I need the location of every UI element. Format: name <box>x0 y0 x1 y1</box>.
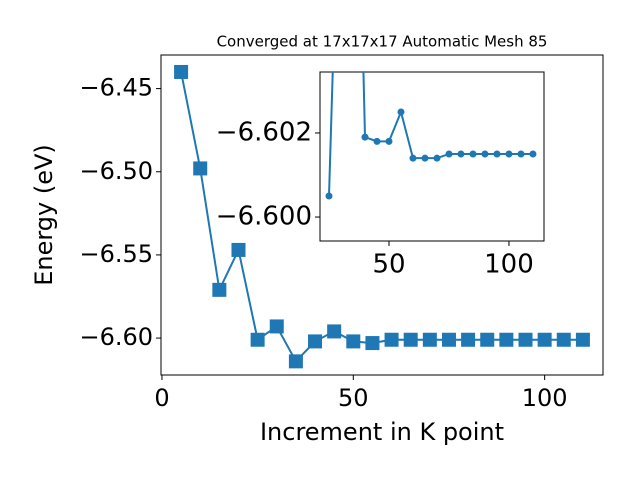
data-point <box>556 332 571 347</box>
x-tick-label: 50 <box>338 384 369 412</box>
data-point <box>193 161 208 176</box>
y-tick-label: −6.55 <box>79 240 153 268</box>
y-tick-label: −6.50 <box>79 157 153 185</box>
y-tick-label: −6.602 <box>216 117 312 147</box>
x-axis-label: Increment in K point <box>260 418 504 446</box>
data-point <box>499 332 514 347</box>
y-tick-label: −6.60 <box>79 323 153 351</box>
y-axis-label: Energy (eV) <box>30 144 58 286</box>
data-point <box>518 332 533 347</box>
data-point <box>403 332 418 347</box>
chart-title: Converged at 17x17x17 Automatic Mesh 85 <box>217 33 548 51</box>
data-point <box>212 282 227 297</box>
data-point <box>269 319 284 334</box>
data-point <box>445 150 453 158</box>
plot-clip <box>325 72 537 200</box>
data-point <box>361 133 369 141</box>
data-point <box>441 332 456 347</box>
data-point <box>373 137 381 145</box>
data-point <box>325 192 333 200</box>
data-point <box>480 332 495 347</box>
data-point <box>517 150 525 158</box>
plot-clip <box>174 64 590 369</box>
data-point <box>346 334 361 349</box>
data-point <box>457 150 465 158</box>
data-point <box>421 154 429 162</box>
data-point <box>250 332 265 347</box>
data-point <box>422 332 437 347</box>
data-line <box>180 71 583 364</box>
data-point <box>493 150 501 158</box>
data-point <box>575 332 590 347</box>
data-point <box>365 336 380 351</box>
y-tick-label: −6.45 <box>79 74 153 102</box>
data-point <box>461 332 476 347</box>
data-point <box>384 332 399 347</box>
data-point <box>529 150 537 158</box>
data-point <box>231 242 246 257</box>
data-point <box>288 354 303 369</box>
data-point <box>409 154 417 162</box>
data-point <box>469 150 477 158</box>
data-point <box>397 108 405 116</box>
data-point <box>174 64 189 79</box>
data-point <box>385 137 393 145</box>
x-tick-label: 50 <box>372 250 405 280</box>
data-point <box>537 332 552 347</box>
y-tick-label: −6.600 <box>216 202 312 232</box>
data-point <box>481 150 489 158</box>
data-point <box>308 334 323 349</box>
data-point <box>505 150 513 158</box>
data-point <box>327 324 342 339</box>
data-point <box>433 154 441 162</box>
x-tick-label: 0 <box>154 384 169 412</box>
x-tick-label: 100 <box>522 384 568 412</box>
x-tick-label: 100 <box>484 250 534 280</box>
